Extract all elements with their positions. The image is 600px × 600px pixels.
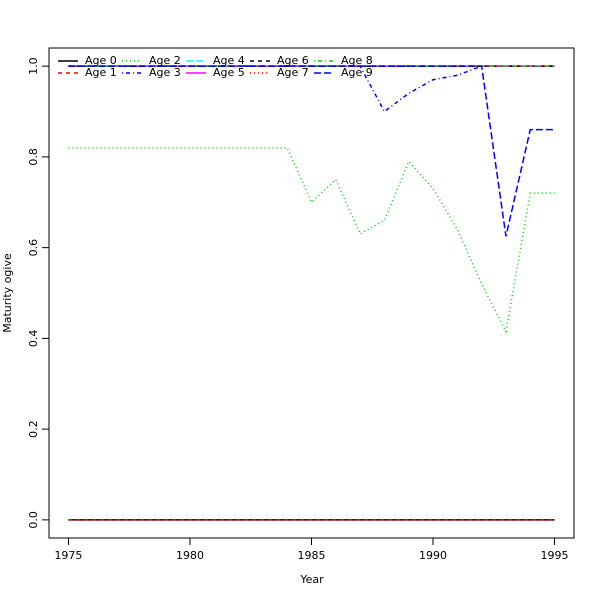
legend-label: Age 1: [85, 66, 117, 79]
x-tick-label: 1990: [419, 549, 447, 562]
series-line: [68, 65, 555, 237]
legend-label: Age 2: [149, 54, 181, 67]
x-tick-label: 1975: [54, 549, 82, 562]
y-tick-label: 0.4: [27, 330, 40, 348]
legend-label: Age 8: [341, 54, 373, 67]
y-tick-label: 0.2: [27, 420, 40, 438]
plot-frame: [48, 47, 575, 539]
legend-label: Age 3: [149, 66, 181, 79]
x-axis-label: Year: [299, 573, 324, 586]
x-tick-label: 1980: [176, 549, 204, 562]
legend-label: Age 4: [213, 54, 245, 67]
legend-label: Age 7: [277, 66, 309, 79]
x-tick-label: 1985: [298, 549, 326, 562]
x-tick-label: 1995: [541, 549, 569, 562]
y-tick-label: 1.0: [27, 57, 40, 75]
legend-label: Age 6: [277, 54, 309, 67]
series-line: [68, 147, 555, 334]
legend-label: Age 9: [341, 66, 373, 79]
y-tick-label: 0.0: [27, 511, 40, 529]
series-line: [68, 65, 555, 113]
y-axis-label: Maturity ogive: [1, 253, 14, 333]
legend-label: Age 5: [213, 66, 245, 79]
y-tick-label: 0.6: [27, 239, 40, 257]
y-tick-label: 0.8: [27, 148, 40, 166]
legend-label: Age 0: [85, 54, 117, 67]
